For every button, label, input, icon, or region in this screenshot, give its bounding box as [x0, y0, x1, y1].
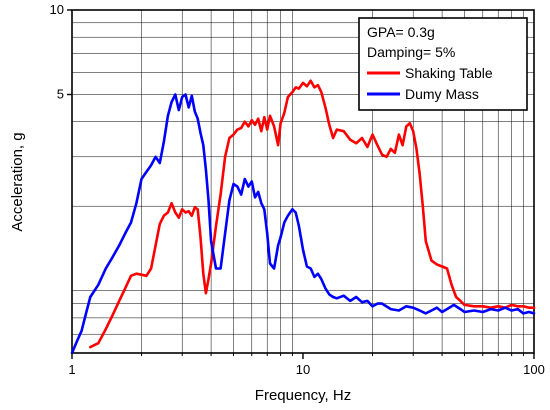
y-axis-label: Acceleration, g	[9, 132, 26, 231]
legend: GPA= 0.3g Damping= 5% Shaking Table Dumy…	[358, 17, 528, 111]
x-tick-label: 10	[296, 362, 310, 377]
legend-label-dumy-mass: Dumy Mass	[405, 86, 479, 102]
legend-label-shaking-table: Shaking Table	[405, 65, 493, 81]
y-tick-label: 5	[57, 87, 64, 102]
series-line-dumy-mass	[70, 93, 536, 355]
series-layer	[70, 79, 536, 355]
x-axis-label: Frequency, Hz	[255, 387, 351, 404]
x-tick-label: 100	[523, 362, 545, 377]
legend-annotation-damping: Damping= 5%	[367, 44, 455, 60]
legend-annotation-gpa: GPA= 0.3g	[367, 24, 435, 40]
axis-ticks: 1 10 100 5 10	[50, 2, 545, 377]
x-tick-label: 1	[68, 362, 75, 377]
series-line-shaking-table	[89, 79, 536, 349]
y-tick-label: 10	[50, 2, 64, 17]
